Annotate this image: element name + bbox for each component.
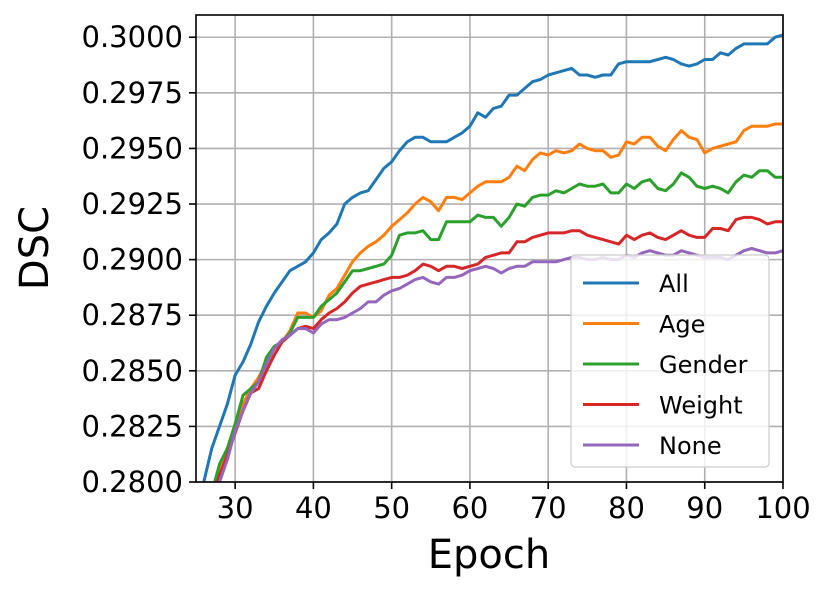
y-tick-label: 0.2925	[82, 187, 183, 221]
series-line-all	[202, 33, 783, 482]
plot-frame	[195, 14, 784, 483]
y-tick-label: 0.2875	[82, 298, 183, 332]
y-tick-label: 0.2975	[82, 76, 183, 110]
x-tick-label: 30	[217, 491, 254, 525]
y-tick-label: 0.2950	[82, 131, 183, 165]
legend-box	[570, 254, 770, 468]
y-tick-label: 0.2900	[82, 243, 183, 277]
x-tick-label: 90	[686, 491, 723, 525]
y-tick-label: 0.2800	[82, 465, 183, 499]
axis-ticks: 30 40 50 60 70 80 90 100 0.2800 0.2825 0.2850 0.287…	[82, 20, 811, 525]
series-line-age	[214, 122, 783, 482]
legend-label-gender: Gender	[659, 351, 748, 379]
x-axis-title: Epoch	[428, 532, 550, 578]
x-tick-label: 80	[608, 491, 645, 525]
x-tick-label: 40	[295, 491, 332, 525]
y-tick-label: 0.3000	[82, 20, 183, 54]
y-axis-title: DSC	[12, 206, 58, 290]
legend: All Age Gender Weight None	[570, 254, 770, 468]
x-tick-label: 70	[530, 491, 567, 525]
legend-label-none: None	[659, 432, 722, 460]
legend-label-all: All	[659, 270, 689, 298]
legend-label-age: Age	[659, 311, 705, 339]
y-tick-label: 0.2850	[82, 354, 183, 388]
y-tick-label: 0.2825	[82, 409, 183, 443]
x-tick-label: 50	[373, 491, 410, 525]
series-line-none	[217, 247, 783, 482]
series-line-gender	[213, 169, 783, 482]
series-lines	[202, 33, 783, 482]
x-tick-label: 100	[755, 491, 810, 525]
legend-label-weight: Weight	[659, 392, 743, 420]
x-tick-label: 60	[451, 491, 488, 525]
